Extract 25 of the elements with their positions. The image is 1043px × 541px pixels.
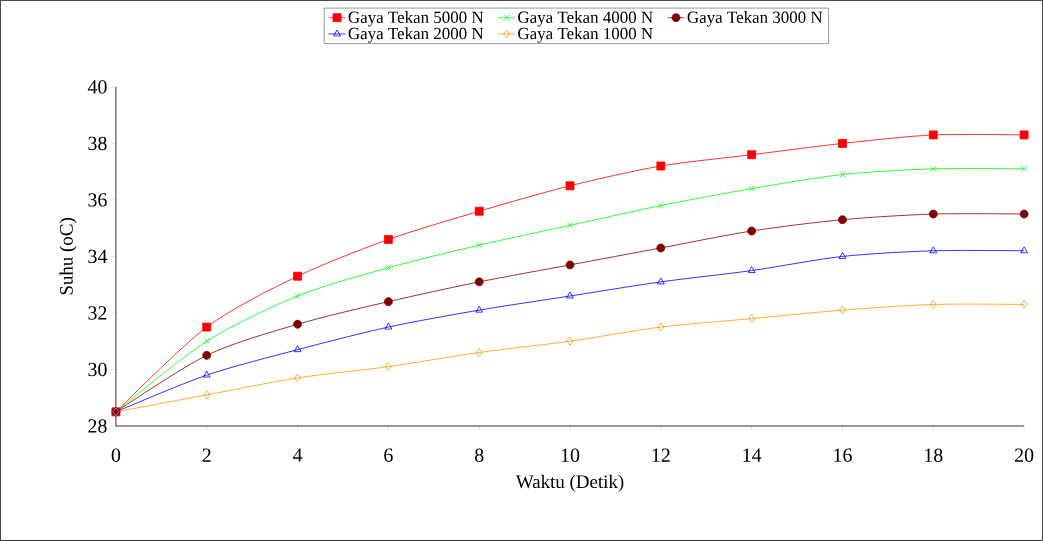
y-tick-label: 28 — [88, 419, 107, 433]
legend-label: Gaya Tekan 1000 N — [518, 27, 653, 43]
legend-label: Gaya Tekan 2000 N — [348, 27, 484, 43]
y-tick-label: 34 — [88, 249, 108, 264]
x-tick-label: 12 — [652, 448, 670, 462]
y-tick-label: 36 — [88, 193, 107, 207]
x-tick-label: 16 — [834, 448, 852, 462]
x-tick-label: 20 — [1015, 448, 1034, 462]
x-tick-label: 0 — [111, 448, 121, 462]
x-axis-title: Waktu (Detik) — [515, 474, 624, 492]
x-tick-label: 4 — [292, 448, 303, 462]
y-tick-label: 40 — [87, 80, 107, 94]
y-tick-label: 38 — [88, 136, 107, 151]
y-tick-label: 30 — [88, 362, 107, 377]
legend-label: Gaya Tekan 3000 N — [687, 11, 823, 27]
legend-label: Gaya Tekan 4000 N — [518, 11, 653, 27]
x-tick-label: 14 — [743, 448, 762, 462]
x-tick-label: 10 — [561, 448, 580, 462]
y-tick-label: 32 — [88, 306, 107, 320]
x-tick-label: 6 — [384, 448, 393, 462]
y-axis-title: Suhu (oC) — [59, 218, 77, 295]
x-tick-label: 8 — [474, 448, 484, 462]
x-tick-label: 2 — [202, 448, 211, 462]
legend-label: Gaya Tekan 5000 N — [348, 11, 484, 27]
x-tick-label: 18 — [925, 448, 943, 462]
